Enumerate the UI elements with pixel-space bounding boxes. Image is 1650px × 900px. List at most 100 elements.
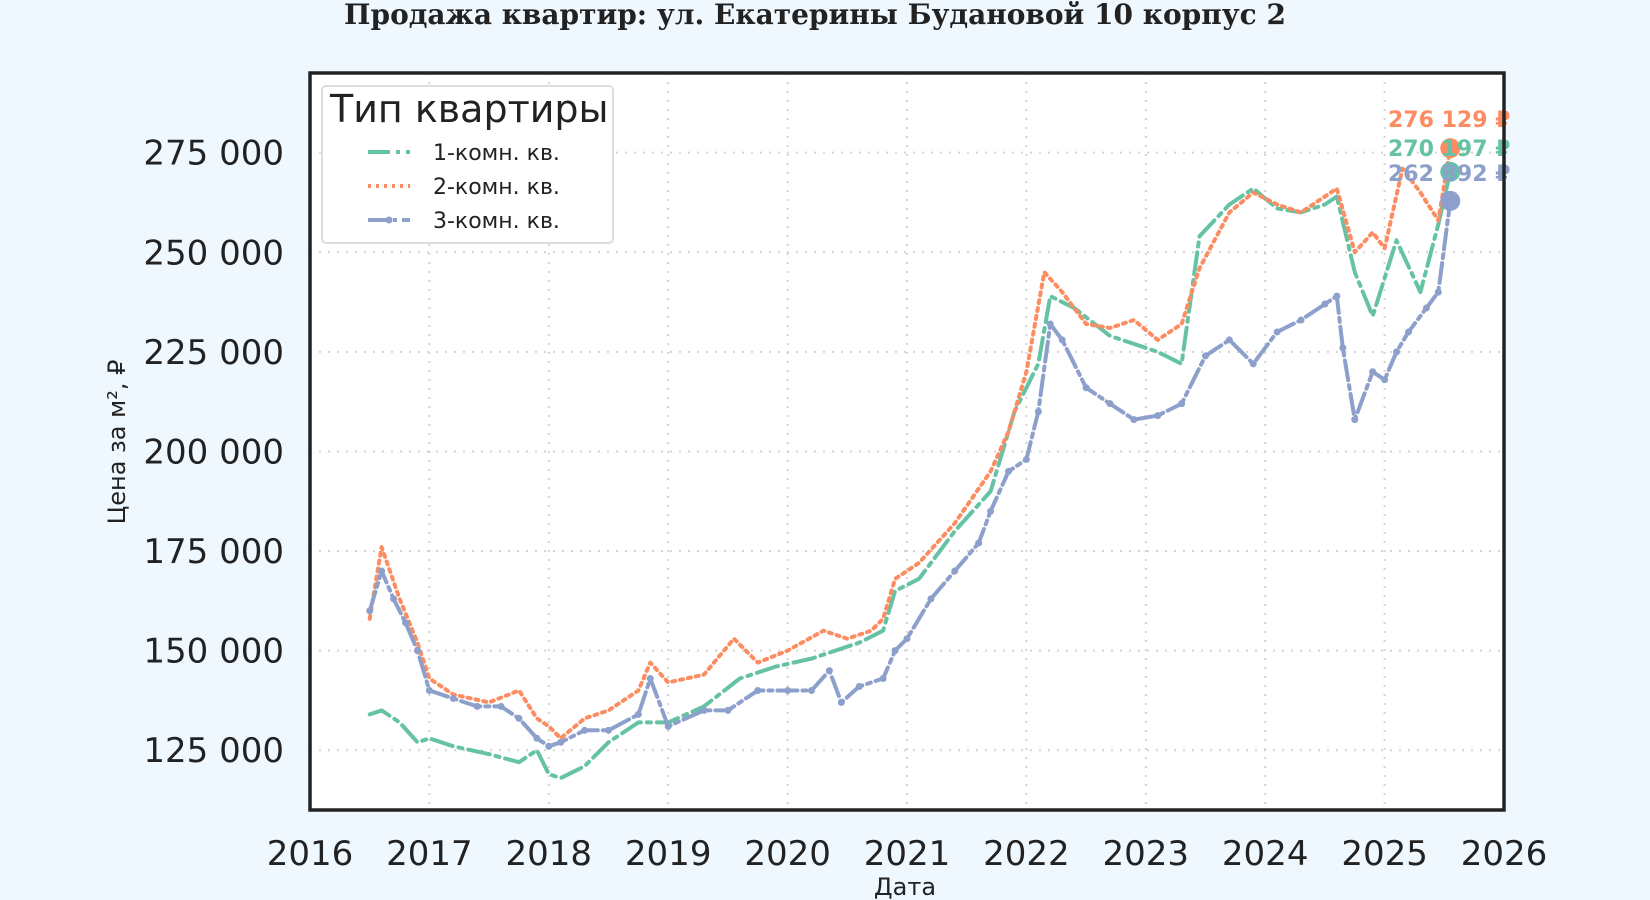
- series-point-3: [700, 706, 708, 714]
- y-tick-label: 250 000: [143, 233, 284, 273]
- series-point-3: [1422, 304, 1430, 312]
- endpoint-marker-1: [1440, 161, 1461, 182]
- series-point-3: [1034, 408, 1042, 416]
- legend-label-2: 2-комн. кв.: [433, 175, 560, 200]
- series-point-3: [784, 686, 792, 694]
- legend: Тип квартиры 1-комн. кв. 2-комн. кв. 3-ком…: [321, 85, 614, 244]
- series-point-3: [1381, 376, 1389, 384]
- x-tick-label: 2023: [1103, 834, 1190, 874]
- series-point-3: [724, 706, 732, 714]
- series-point-3: [581, 726, 589, 734]
- series-point-3: [1225, 336, 1233, 344]
- x-tick-label: 2018: [506, 834, 593, 874]
- series-point-3: [533, 734, 541, 742]
- series-point-3: [903, 635, 911, 643]
- series-point-3: [664, 722, 672, 730]
- x-tick-label: 2025: [1341, 834, 1428, 874]
- series-point-3: [754, 686, 762, 694]
- series-point-3: [807, 686, 815, 694]
- series-point-3: [1058, 336, 1066, 344]
- series-point-3: [1297, 316, 1305, 324]
- series-point-3: [1339, 344, 1347, 352]
- series-point-3: [402, 619, 410, 627]
- x-tick-label: 2024: [1222, 834, 1309, 874]
- series-point-3: [1404, 328, 1412, 336]
- series-point-3: [837, 698, 845, 706]
- series-point-3: [497, 702, 505, 710]
- series-point-3: [1130, 416, 1138, 424]
- end-value-label-1: 270 197 ₽: [1388, 137, 1510, 162]
- legend-box: [321, 85, 614, 244]
- series-point-3: [515, 714, 523, 722]
- series-point-3: [1022, 455, 1030, 463]
- series-point-3: [1249, 360, 1257, 368]
- y-axis-label: Цена за м², ₽: [103, 360, 131, 525]
- series-point-3: [825, 667, 833, 675]
- legend-label-1: 1-комн. кв.: [433, 141, 560, 166]
- series-point-3: [634, 710, 642, 718]
- x-tick-label: 2019: [625, 834, 712, 874]
- series-point-3: [1273, 328, 1281, 336]
- x-tick-label: 2021: [864, 834, 951, 874]
- y-tick-label: 225 000: [143, 333, 284, 373]
- series-point-3: [1202, 352, 1209, 360]
- plot-frame: [308, 71, 1506, 812]
- x-tick-label: 2022: [983, 834, 1070, 874]
- end-value-label-3: 262 892 ₽: [1388, 162, 1510, 187]
- series-point-3: [1004, 467, 1012, 475]
- x-tick-label: 2017: [386, 834, 473, 874]
- series-point-3: [378, 567, 386, 575]
- chart-title: Продажа квартир: ул. Екатерины Будановой…: [344, 0, 1286, 31]
- series-point-3: [557, 738, 565, 746]
- series-point-3: [449, 694, 457, 702]
- series-point-3: [473, 702, 481, 710]
- series-layer: [366, 146, 1454, 781]
- series-point-3: [545, 742, 553, 750]
- series-point-3: [646, 675, 654, 683]
- x-tick-label: 2016: [267, 834, 354, 874]
- y-tick-label: 275 000: [143, 134, 284, 174]
- x-tick-label: 2026: [1461, 834, 1548, 874]
- series-point-3: [927, 595, 935, 603]
- series-point-3: [605, 726, 612, 734]
- series-point-3: [891, 647, 899, 655]
- legend-title: Тип квартиры: [329, 87, 609, 131]
- series-point-3: [855, 683, 863, 691]
- y-tick-label: 175 000: [143, 532, 284, 572]
- series-point-3: [1351, 416, 1359, 424]
- series-point-3: [1082, 384, 1090, 392]
- series-point-3: [987, 507, 995, 515]
- endpoint-marker-3: [1440, 190, 1461, 211]
- legend-swatch-marker: [385, 216, 393, 224]
- series-point-3: [879, 675, 887, 683]
- series-point-3: [413, 647, 421, 655]
- series-point-3: [390, 595, 398, 603]
- legend-label-3: 3-комн. кв.: [433, 209, 560, 234]
- endpoint-marker-2: [1440, 138, 1461, 159]
- series-point-3: [1154, 412, 1162, 420]
- series-point-3: [1321, 300, 1329, 308]
- series-point-3: [1393, 348, 1401, 356]
- series-point-3: [1178, 400, 1186, 408]
- y-tick-label: 125 000: [143, 731, 284, 771]
- series-point-3: [975, 539, 983, 547]
- series-point-3: [425, 686, 433, 694]
- series-point-3: [1369, 368, 1377, 376]
- y-tick-label: 150 000: [143, 632, 284, 672]
- x-axis-ticks: 2016 2017 2018 2019 2020 2021 2022 2023 2024 2025…: [267, 834, 1548, 874]
- series-point-3: [1333, 292, 1341, 300]
- series-line-2: [367, 146, 1453, 741]
- series-point-3: [1046, 320, 1054, 328]
- legend-items: 1-комн. кв. 2-комн. кв. 3-комн. кв.: [368, 141, 560, 234]
- y-axis-ticks: 125 000 150 000 175 000 200 000 225 000 250 0…: [143, 134, 284, 772]
- x-axis-label: Дата: [874, 873, 936, 900]
- series-line-1: [367, 169, 1453, 781]
- series-point-3: [1106, 400, 1114, 408]
- series-point-3: [366, 607, 374, 615]
- endpoint-layer: 276 129 ₽ 270 197 ₽262 892 ₽: [1388, 108, 1510, 211]
- y-tick-label: 200 000: [143, 432, 284, 472]
- end-value-label-2: 276 129 ₽: [1388, 108, 1510, 133]
- x-tick-label: 2020: [744, 834, 831, 874]
- series-point-3: [951, 567, 959, 575]
